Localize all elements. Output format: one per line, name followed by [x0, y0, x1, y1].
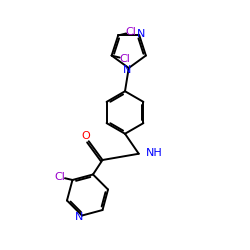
Text: O: O — [82, 131, 90, 141]
Text: NH: NH — [146, 148, 162, 158]
Text: N: N — [75, 212, 83, 222]
Text: Cl: Cl — [119, 54, 130, 64]
Text: Cl: Cl — [126, 27, 136, 37]
Text: Cl: Cl — [54, 172, 65, 182]
Text: N: N — [123, 65, 132, 75]
Text: N: N — [137, 29, 145, 39]
